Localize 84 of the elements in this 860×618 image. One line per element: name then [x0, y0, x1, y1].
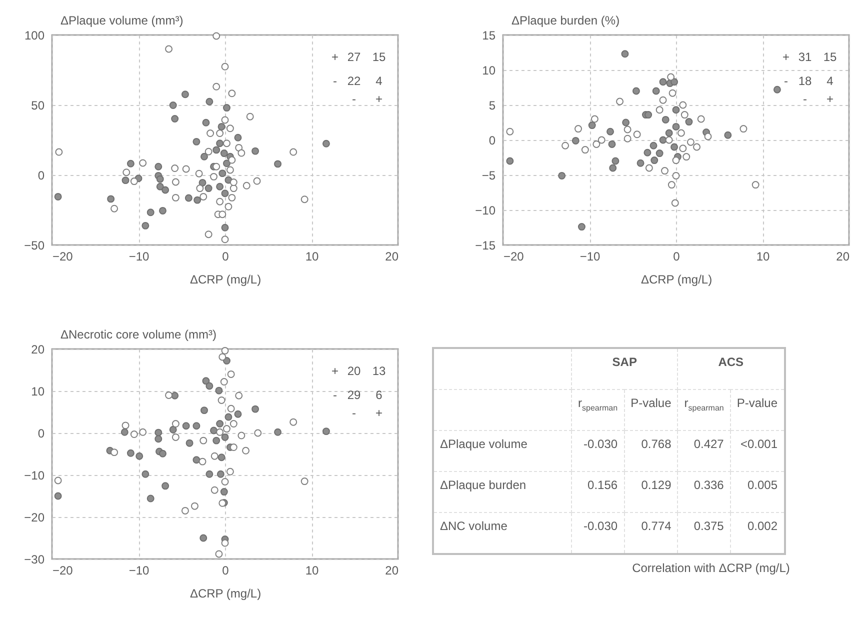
text: Correlation with ΔCRP (mg/L) [631, 561, 791, 575]
y-tick-label: −5 [482, 168, 496, 182]
x-tick-label: 10 [305, 564, 319, 578]
text: 0.005 [730, 472, 785, 512]
text: r$_{spearman}$ [678, 390, 730, 430]
y-tick-label: 10 [482, 64, 496, 78]
y-tick-label: −15 [475, 238, 496, 252]
annotation: + [782, 50, 790, 64]
y-axis-title: ΔPlaque burden (%) [512, 14, 620, 28]
annotation: - [784, 74, 788, 88]
x-tick-label: −10 [128, 250, 150, 264]
annotation: - [803, 92, 807, 106]
annotation: 27 [347, 50, 361, 64]
y-tick-label: 20 [31, 342, 45, 356]
x-axis-title: ΔCRP (mg/L) [190, 586, 262, 600]
x-tick-label: 20 [836, 250, 850, 264]
annotation: - [352, 92, 356, 106]
text: 0.336 [678, 472, 730, 512]
annotation: 4 [826, 74, 834, 88]
x-tick-label: −10 [128, 564, 150, 578]
y-axis-title: ΔNecrotic core volume (mm³) [60, 328, 217, 342]
text: ACS [678, 348, 785, 390]
y-tick-label: 10 [31, 384, 45, 398]
annotation: 18 [798, 74, 812, 88]
annotation: - [352, 406, 356, 420]
text: 0.768 [624, 430, 678, 472]
annotation: + [375, 406, 383, 420]
text: 0.129 [624, 472, 678, 512]
text: 0.427 [678, 430, 730, 472]
annotation: + [331, 364, 339, 378]
x-tick-label: −20 [504, 250, 524, 264]
text: <0.001 [730, 430, 785, 472]
x-axis-title: ΔCRP (mg/L) [640, 272, 712, 286]
x-tick-label: 10 [305, 250, 319, 264]
text: 0.002 [730, 512, 785, 554]
annotation: + [331, 50, 339, 64]
x-tick-label: −10 [580, 250, 600, 264]
x-axis-title: ΔCRP (mg/L) [190, 272, 262, 286]
text: 0.375 [678, 512, 730, 554]
y-tick-label: 50 [31, 98, 45, 112]
annotation: 29 [347, 388, 361, 402]
text: -0.030 [572, 512, 624, 554]
y-tick-label: 0 [38, 168, 45, 182]
text: ΔPlaque burden [433, 472, 572, 512]
x-tick-label: 20 [385, 564, 399, 578]
text: r$_{spearman}$ [572, 390, 624, 430]
y-tick-label: −20 [24, 510, 45, 524]
x-tick-label: −20 [52, 564, 74, 578]
annotation: 31 [798, 50, 812, 64]
text: 0.774 [624, 512, 678, 554]
x-tick-label: 10 [756, 250, 770, 264]
y-tick-label: 0 [488, 134, 496, 148]
text: ΔPlaque volume [433, 430, 572, 472]
annotation: 13 [372, 364, 386, 378]
y-tick-label: −30 [24, 552, 45, 566]
annotation: 20 [347, 364, 361, 378]
y-tick-label: 0 [38, 426, 45, 440]
annotation: 15 [372, 50, 386, 64]
text: SAP [572, 348, 678, 390]
annotation: - [333, 74, 337, 88]
text: P-value [624, 390, 678, 430]
annotation: - [333, 388, 337, 402]
x-tick-label: 0 [222, 564, 230, 578]
text: 0.156 [572, 472, 624, 512]
annotation: + [826, 92, 834, 106]
annotation: 6 [376, 388, 383, 402]
y-tick-label: −10 [475, 204, 496, 218]
text: ΔNC volume [433, 512, 572, 554]
y-tick-label: −50 [24, 238, 45, 252]
x-tick-label: 0 [673, 250, 680, 264]
x-tick-label: 0 [222, 250, 230, 264]
annotation: + [375, 92, 383, 106]
y-tick-label: 100 [24, 28, 45, 42]
text: -0.030 [572, 430, 624, 472]
y-axis-title: ΔPlaque volume (mm³) [60, 14, 184, 28]
y-tick-label: −10 [24, 468, 45, 482]
annotation: 15 [823, 50, 837, 64]
annotation: 22 [347, 74, 361, 88]
y-tick-label: 5 [488, 98, 496, 112]
x-tick-label: −20 [52, 250, 74, 264]
x-tick-label: 20 [385, 250, 399, 264]
text: P-value [730, 390, 785, 430]
y-tick-label: 15 [482, 28, 496, 42]
annotation: 4 [376, 74, 383, 88]
